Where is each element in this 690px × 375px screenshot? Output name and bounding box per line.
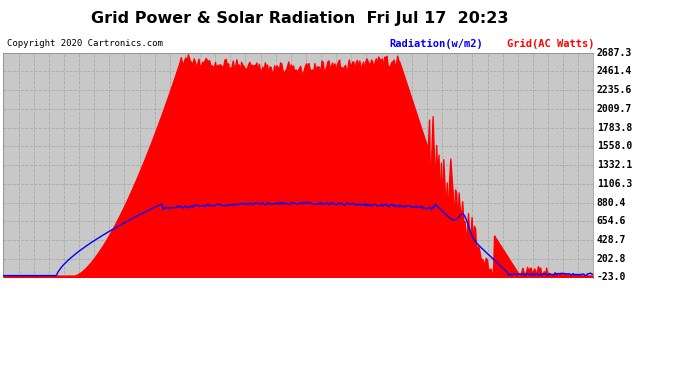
Text: -23.0: -23.0 [597,273,627,282]
Text: Copyright 2020 Cartronics.com: Copyright 2020 Cartronics.com [7,39,163,48]
Text: Grid Power & Solar Radiation  Fri Jul 17  20:23: Grid Power & Solar Radiation Fri Jul 17 … [91,11,509,26]
Text: 2235.6: 2235.6 [597,85,632,95]
Text: 2461.4: 2461.4 [597,66,632,76]
Text: 202.8: 202.8 [597,254,627,264]
Text: Grid(AC Watts): Grid(AC Watts) [507,39,595,50]
Text: 1332.1: 1332.1 [597,160,632,170]
Text: 880.4: 880.4 [597,198,627,207]
Text: 1783.8: 1783.8 [597,123,632,132]
Text: 428.7: 428.7 [597,235,627,245]
Text: 1558.0: 1558.0 [597,141,632,151]
Text: 2009.7: 2009.7 [597,104,632,114]
Text: Radiation(w/m2): Radiation(w/m2) [390,39,484,50]
Text: 2687.3: 2687.3 [597,48,632,57]
Text: 654.6: 654.6 [597,216,627,226]
Text: 1106.3: 1106.3 [597,179,632,189]
